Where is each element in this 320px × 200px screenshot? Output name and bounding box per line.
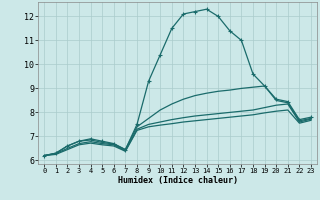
X-axis label: Humidex (Indice chaleur): Humidex (Indice chaleur) — [118, 176, 238, 185]
